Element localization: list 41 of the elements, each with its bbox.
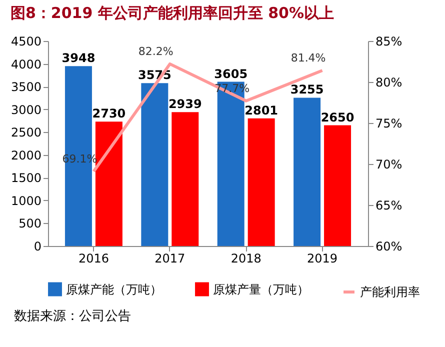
bar — [294, 98, 321, 246]
y-tick-label: 1000 — [10, 194, 42, 208]
y-tick-label: 0 — [34, 240, 42, 254]
legend-label: 原煤产能（万吨） — [66, 282, 162, 296]
data-label: 3575 — [138, 68, 172, 82]
chart-title: 图8：2019 年公司产能利用率回升至 80%以上 — [10, 4, 334, 22]
x-tick-label: 2018 — [230, 252, 262, 266]
legend-label: 原煤产量（万吨） — [213, 282, 309, 296]
y-tick-label: 4000 — [10, 57, 42, 72]
y2-tick-label: 70% — [376, 158, 402, 172]
data-label: 3255 — [290, 82, 324, 97]
x-tick-label: 2017 — [154, 252, 186, 266]
data-label: 2730 — [92, 106, 126, 121]
data-label: 2939 — [168, 97, 202, 112]
bar — [172, 112, 199, 246]
data-label: 2801 — [244, 103, 278, 118]
x-tick-label: 2016 — [78, 252, 109, 266]
y-tick-label: 3000 — [10, 102, 42, 117]
y-tick-label: 500 — [18, 216, 42, 231]
data-label: 2650 — [320, 110, 354, 124]
y2-tick-label: 80% — [376, 76, 402, 90]
y2-tick-label: 60% — [376, 240, 402, 254]
y2-tick-label: 75% — [376, 116, 402, 130]
y-tick-label: 4500 — [10, 34, 42, 48]
data-label: 3948 — [62, 51, 96, 66]
data-label: 82.2% — [138, 44, 174, 58]
y-tick-label: 2500 — [10, 126, 42, 140]
y-tick-label: 2000 — [10, 148, 42, 162]
bar — [248, 118, 275, 246]
y-tick-label: 3500 — [10, 80, 42, 94]
y2-tick-label: 65% — [376, 198, 402, 212]
y-tick-label: 1500 — [10, 171, 42, 186]
x-tick-label: 2019 — [307, 252, 338, 266]
source-note: 数据来源：公司公告 — [14, 308, 132, 325]
legend-label: 产能利用率 — [360, 285, 420, 299]
y2-tick-label: 85% — [376, 34, 402, 48]
data-label: 81.4% — [290, 52, 326, 65]
data-label: 3605 — [214, 66, 248, 81]
bar — [95, 122, 122, 246]
bar — [324, 125, 352, 246]
bar — [141, 83, 168, 246]
